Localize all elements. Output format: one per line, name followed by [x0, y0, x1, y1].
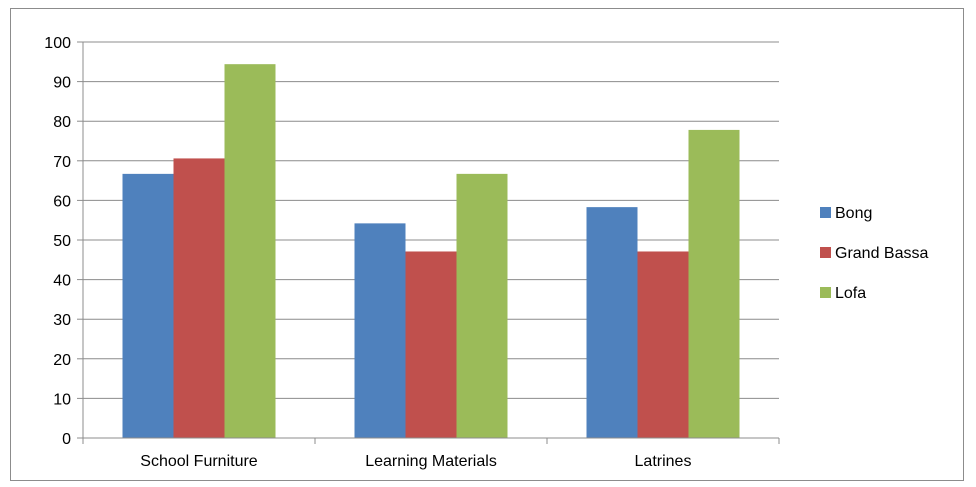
legend-label: Bong — [835, 205, 872, 222]
legend-swatch-lofa — [820, 287, 831, 298]
legend-swatch-bong — [820, 207, 831, 218]
legend-label: Lofa — [835, 285, 866, 302]
y-tick-label: 10 — [53, 391, 71, 408]
x-category-labels: School Furniture Learning Materials Latrin… — [140, 453, 691, 470]
y-tick-labels: 0 10 20 30 40 50 60 70 80 90 100 — [44, 35, 71, 448]
bar-grand-bassa — [637, 251, 689, 438]
bar-lofa — [456, 173, 508, 439]
x-category-label: Learning Materials — [365, 453, 497, 470]
y-tick-label: 20 — [53, 352, 71, 369]
bar-chart: 0 10 20 30 40 50 60 70 80 90 100 School Furniture L… — [44, 35, 928, 470]
bars — [122, 64, 740, 439]
x-category-label: Latrines — [635, 453, 692, 470]
y-tick-label: 30 — [53, 312, 71, 329]
legend: Bong Grand Bassa Lofa — [820, 205, 928, 302]
y-tick-label: 80 — [53, 114, 71, 131]
bar-lofa — [688, 129, 740, 439]
y-tick-label: 40 — [53, 273, 71, 290]
y-tick-label: 50 — [53, 233, 71, 250]
y-tick-label: 70 — [53, 154, 71, 171]
y-tick-label: 0 — [62, 431, 71, 448]
y-tick-label: 100 — [44, 35, 71, 52]
chart-frame: 0 10 20 30 40 50 60 70 80 90 100 School Furniture L… — [10, 8, 964, 481]
legend-label: Grand Bassa — [835, 245, 928, 262]
bar-grand-bassa — [173, 158, 225, 438]
y-tick-label: 90 — [53, 75, 71, 92]
axes — [77, 41, 780, 444]
legend-swatch-grand-bassa — [820, 247, 831, 258]
bar-bong — [354, 223, 406, 438]
x-category-label: School Furniture — [140, 453, 257, 470]
bar-bong — [122, 173, 174, 439]
bar-grand-bassa — [405, 251, 457, 438]
bar-bong — [586, 207, 638, 438]
bar-lofa — [224, 64, 276, 438]
y-tick-label: 60 — [53, 193, 71, 210]
